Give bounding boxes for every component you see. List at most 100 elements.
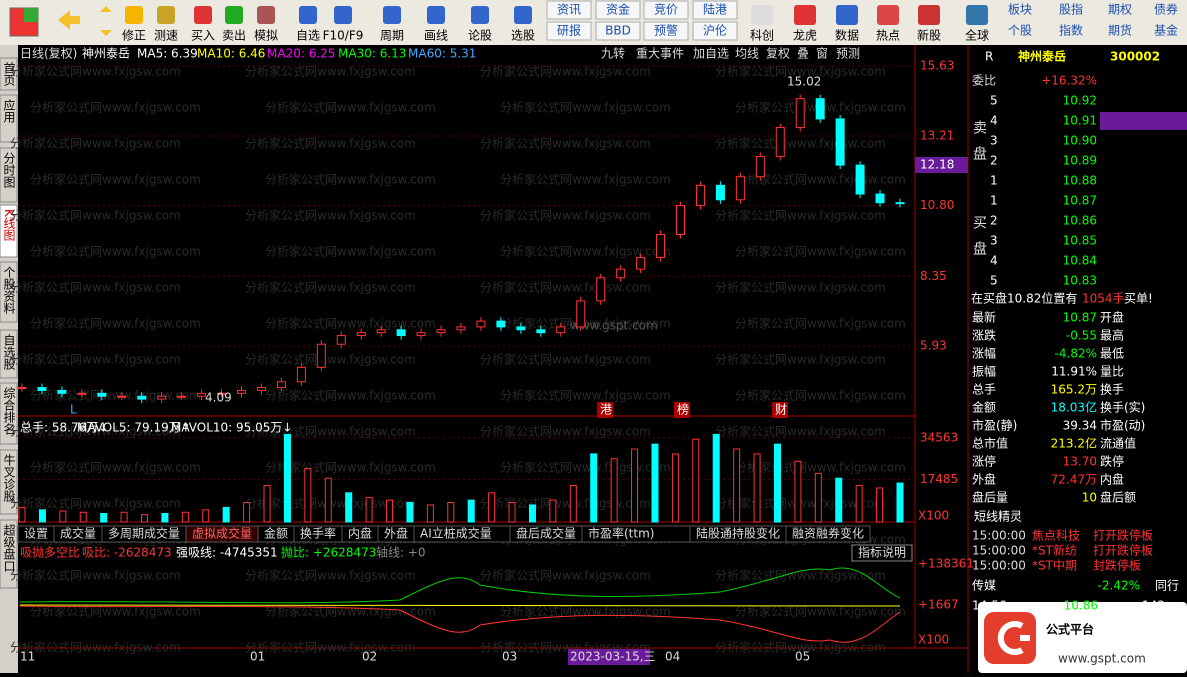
toolbar-small — [546, 0, 592, 20]
back-arrow[interactable] — [58, 10, 80, 30]
side-tab-label[interactable]: 牛叉诊股 — [2, 453, 16, 503]
toolbar-button[interactable]: 资金 — [606, 2, 630, 17]
side-tab[interactable] — [0, 449, 18, 515]
toolbar-button[interactable]: 期权 — [1108, 3, 1132, 17]
chart-tool[interactable]: 预测 — [836, 47, 860, 61]
side-tab[interactable] — [0, 204, 18, 258]
toolbar-button[interactable]: 竞价 — [654, 3, 678, 17]
toolbar-button[interactable]: 全球 — [965, 28, 989, 43]
label: 4 — [990, 254, 998, 268]
toolbar-button[interactable]: 龙虎 — [793, 29, 817, 43]
candle — [237, 389, 246, 394]
indicator-tab-label[interactable]: 市盈率(ttm) — [588, 526, 654, 541]
indicator-tab-label[interactable]: 融资融券变化 — [792, 526, 864, 541]
chart-tool[interactable]: 叠 — [797, 47, 809, 61]
toolbar-button[interactable]: 修正 — [122, 28, 146, 43]
indicator-tab-label[interactable]: 内盘 — [348, 526, 372, 541]
toolbar-button[interactable]: 研报 — [557, 23, 581, 38]
indicator-tab-label[interactable]: 多周期成交量 — [108, 526, 180, 541]
toolbar-button[interactable]: 论股 — [468, 29, 492, 43]
toolbar-button[interactable]: 陆港 — [703, 2, 727, 17]
toolbar-button[interactable]: 买入 — [191, 29, 215, 43]
chart-tool[interactable]: 重大事件 — [636, 47, 684, 61]
indicator-tab-label[interactable]: 盘后成交量 — [516, 526, 576, 541]
side-tab-label[interactable]: 首页 — [2, 62, 16, 87]
toolbar-button[interactable]: BBD — [605, 24, 631, 38]
side-tab[interactable] — [0, 329, 18, 379]
label: 14:56 — [972, 599, 1007, 613]
toolbar-button[interactable]: 沪伦 — [703, 23, 727, 38]
chart-tool[interactable]: 窗 — [816, 47, 828, 61]
indicator-tab[interactable] — [785, 525, 871, 543]
toolbar-button[interactable]: 自选 — [296, 29, 320, 43]
toolbar-button[interactable]: 指数 — [1059, 23, 1083, 38]
volume-bar — [528, 504, 536, 523]
indicator-tab-label[interactable]: 金额 — [264, 526, 288, 541]
toolbar-button[interactable]: 科创 — [750, 29, 774, 43]
chart-tool[interactable]: 九转 — [601, 46, 625, 61]
side-tab-label[interactable]: 自选股 — [2, 334, 16, 371]
side-tab[interactable] — [0, 382, 18, 445]
help-label[interactable]: 指标说明 — [858, 545, 906, 560]
side-tab[interactable] — [0, 261, 18, 323]
side-tab[interactable] — [0, 147, 18, 203]
event-mark-bg — [597, 402, 613, 418]
toolbar-button[interactable]: 数据 — [835, 28, 859, 43]
toolbar-button[interactable]: 债券 — [1154, 2, 1178, 17]
nav-arrows[interactable] — [100, 6, 112, 36]
side-tab-label[interactable]: 超级盘口 — [2, 523, 16, 572]
toolbar-button[interactable]: 测速 — [154, 29, 178, 43]
volume-bar — [876, 487, 884, 523]
candle — [336, 335, 346, 345]
indicator-tab-label[interactable]: 陆股通持股变化 — [696, 526, 780, 541]
toolbar-button[interactable]: 选股 — [511, 29, 535, 43]
toolbar-button[interactable]: 周期 — [380, 29, 404, 43]
indicator-tab-label[interactable]: 设置 — [24, 527, 48, 541]
volume-bar — [733, 448, 741, 523]
toolbar-button[interactable]: 板块 — [1008, 3, 1032, 17]
quote-value: 72.47万 — [1051, 473, 1097, 487]
low-label: 4.09 — [205, 391, 232, 405]
indicator-tab-label[interactable]: 外盘 — [384, 526, 408, 541]
chart-tool[interactable]: 均线 — [735, 47, 759, 61]
toolbar-button[interactable]: 热点 — [876, 29, 900, 43]
label: 2 — [990, 214, 998, 228]
side-tab-label[interactable]: 综合排名 — [2, 387, 16, 435]
toolbar-button[interactable]: 股指 — [1059, 2, 1083, 17]
chart-tool[interactable]: 复权 — [766, 47, 790, 61]
toolbar-button[interactable]: 画线 — [424, 29, 448, 43]
chart-tool[interactable]: 加自选 — [693, 47, 729, 61]
volume-bar — [18, 506, 26, 523]
indicator-tab-label[interactable]: 换手率 — [300, 526, 336, 541]
candle — [57, 389, 67, 394]
label: 跌停 — [1100, 454, 1124, 469]
price-tag: 12.18 — [920, 158, 954, 172]
help-button[interactable] — [851, 544, 913, 562]
indicator-tab-label[interactable]: 成交量 — [60, 526, 96, 541]
toolbar-button[interactable]: 模拟 — [254, 29, 278, 43]
toolbar-button[interactable]: 预警 — [654, 23, 678, 38]
side-tab-label[interactable]: 应用 — [2, 98, 16, 124]
side-tab-label[interactable]: 分时图 — [2, 152, 16, 188]
label: +16.32% — [1041, 74, 1097, 88]
watermark: 分析家公式网www.fxjgsw.com — [245, 568, 416, 583]
toolbar-button[interactable]: 资讯 — [557, 3, 581, 17]
side-tab[interactable] — [0, 519, 18, 589]
watermark: 分析家公式网www.fxjgsw.com — [715, 136, 886, 151]
toolbar-button[interactable]: 个股 — [1008, 24, 1032, 38]
volume-bar — [651, 443, 659, 523]
watermark: 分析家公式网www.fxjgsw.com — [480, 136, 651, 151]
side-tab[interactable] — [0, 57, 18, 91]
label: *ST中期 — [1032, 558, 1077, 573]
side-tab[interactable] — [0, 94, 18, 143]
toolbar-button[interactable]: 基金 — [1154, 23, 1178, 38]
side-tab-label[interactable]: K线图 — [2, 209, 16, 241]
toolbar-button[interactable]: F10/F9 — [323, 29, 364, 43]
side-tab-label[interactable]: 个股资料 — [2, 266, 16, 314]
toolbar-button[interactable]: 新股 — [917, 28, 941, 43]
indicator-tab-label[interactable]: AI立桩成交量 — [420, 526, 492, 541]
toolbar-button[interactable]: 卖出 — [222, 29, 246, 43]
toolbar-button[interactable]: 期货 — [1108, 23, 1132, 38]
indicator-tab-label[interactable]: 虚拟成交量 — [192, 526, 252, 541]
volume-bar — [181, 511, 189, 523]
